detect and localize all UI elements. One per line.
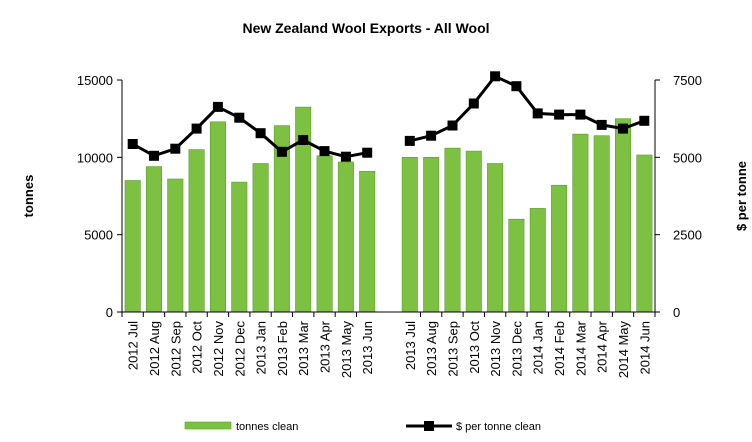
- price-marker-15: [468, 98, 479, 109]
- x-tick-label-23: 2014 Jun: [637, 321, 652, 375]
- x-tick-label-19: 2014 Feb: [552, 321, 567, 376]
- x-tick-label-0: 2012 Jul: [126, 321, 141, 370]
- bar-15: [465, 150, 482, 313]
- x-tick-label-2: 2012 Sep: [168, 321, 183, 377]
- price-marker-19: [554, 109, 565, 120]
- price-marker-9: [319, 146, 330, 157]
- price-marker-14: [447, 120, 458, 131]
- axes-group: 0 5000 10000 15000 0 2500 5000 7500 2012 Jul 2012…: [77, 73, 702, 378]
- price-marker-0: [127, 139, 138, 149]
- bar-9: [316, 155, 333, 313]
- x-tick-label-11: 2013 Jun: [360, 321, 375, 375]
- right-tick-label-2: 5000: [673, 150, 702, 165]
- price-line-segment-2: [409, 74, 645, 143]
- x-tick-label-1: 2012 Aug: [147, 321, 162, 376]
- price-marker-17: [511, 81, 522, 92]
- legend-marker-price: [424, 421, 434, 431]
- left-tick-label-0: 0: [106, 305, 113, 320]
- x-tick-label-15: 2013 Oct: [467, 321, 482, 374]
- bar-1: [146, 166, 163, 313]
- x-tick-label-21: 2014 Apr: [595, 320, 610, 373]
- bar-21: [593, 135, 610, 313]
- price-marker-13: [426, 130, 437, 141]
- left-tick-label-2: 10000: [77, 150, 113, 165]
- price-marker-1: [149, 150, 159, 161]
- legend: tonnes clean $ per tonne clean: [184, 421, 541, 433]
- price-marker-22: [618, 123, 628, 134]
- right-tick-label-1: 2500: [673, 228, 702, 243]
- right-axis-title: $ per tonne: [734, 161, 749, 231]
- price-marker-3: [191, 123, 202, 134]
- x-tick-label-5: 2012 Dec: [232, 321, 247, 377]
- bar-4: [210, 121, 227, 313]
- chart-title: New Zealand Wool Exports - All Wool: [242, 20, 489, 36]
- x-tick-label-17: 2013 Dec: [509, 321, 524, 377]
- bar-14: [444, 147, 461, 313]
- bar-20: [572, 133, 589, 313]
- bar-2: [167, 178, 184, 313]
- x-tick-label-22: 2014 May: [616, 321, 631, 379]
- left-tick-label-3: 15000: [77, 73, 113, 88]
- price-marker-8: [298, 135, 309, 145]
- legend-label-price: $ per tonne clean: [456, 421, 541, 433]
- x-tick-label-3: 2012 Oct: [190, 321, 205, 374]
- price-marker-10: [340, 151, 351, 162]
- bar-10: [337, 161, 354, 313]
- x-tick-label-20: 2014 Mar: [573, 320, 588, 376]
- left-tick-label-1: 5000: [84, 228, 113, 243]
- x-tick-label-10: 2013 May: [339, 321, 354, 379]
- legend-swatch-tonnes-clean: [184, 421, 232, 430]
- legend-label-tonnes-clean: tonnes clean: [236, 421, 298, 433]
- x-tick-label-18: 2014 Jan: [531, 321, 546, 375]
- bar-23: [636, 154, 653, 313]
- bar-5: [231, 181, 248, 313]
- bar-18: [529, 208, 546, 313]
- price-marker-7: [276, 146, 287, 157]
- price-marker-21: [596, 119, 607, 130]
- price-marker-12: [404, 135, 415, 146]
- bar-22: [614, 118, 631, 313]
- price-marker-18: [532, 108, 543, 119]
- price-marker-20: [575, 109, 586, 120]
- x-tick-label-14: 2013 Sep: [446, 321, 461, 377]
- line-group: [127, 71, 650, 162]
- price-marker-6: [255, 128, 266, 139]
- bar-0: [124, 180, 141, 313]
- bars-group: [124, 106, 653, 313]
- left-axis-title: tonnes: [21, 175, 36, 218]
- x-tick-label-4: 2012 Nov: [211, 321, 226, 377]
- right-tick-label-0: 0: [673, 305, 680, 320]
- price-marker-16: [490, 71, 501, 82]
- price-line-segment-1: [131, 105, 368, 159]
- price-marker-23: [639, 115, 650, 126]
- bar-13: [423, 157, 440, 313]
- bar-6: [252, 163, 269, 313]
- x-tick-label-16: 2013 Nov: [488, 321, 503, 377]
- x-tick-label-7: 2013 Feb: [275, 321, 290, 376]
- price-marker-5: [234, 112, 245, 123]
- bar-19: [551, 184, 568, 313]
- bar-17: [508, 218, 525, 313]
- x-tick-label-9: 2013 Apr: [318, 320, 333, 373]
- bar-12: [401, 157, 418, 313]
- x-tick-label-8: 2013 Mar: [296, 320, 311, 376]
- price-marker-4: [212, 101, 223, 112]
- x-tick-label-12: 2013 Jul: [403, 321, 418, 370]
- x-tick-label-13: 2013 Aug: [424, 321, 439, 376]
- bar-16: [487, 163, 504, 313]
- x-tick-label-6: 2013 Jan: [254, 321, 269, 375]
- bar-3: [188, 149, 205, 313]
- price-marker-11: [362, 147, 373, 158]
- right-tick-label-3: 7500: [673, 73, 702, 88]
- bar-11: [359, 171, 376, 313]
- price-marker-2: [170, 143, 181, 154]
